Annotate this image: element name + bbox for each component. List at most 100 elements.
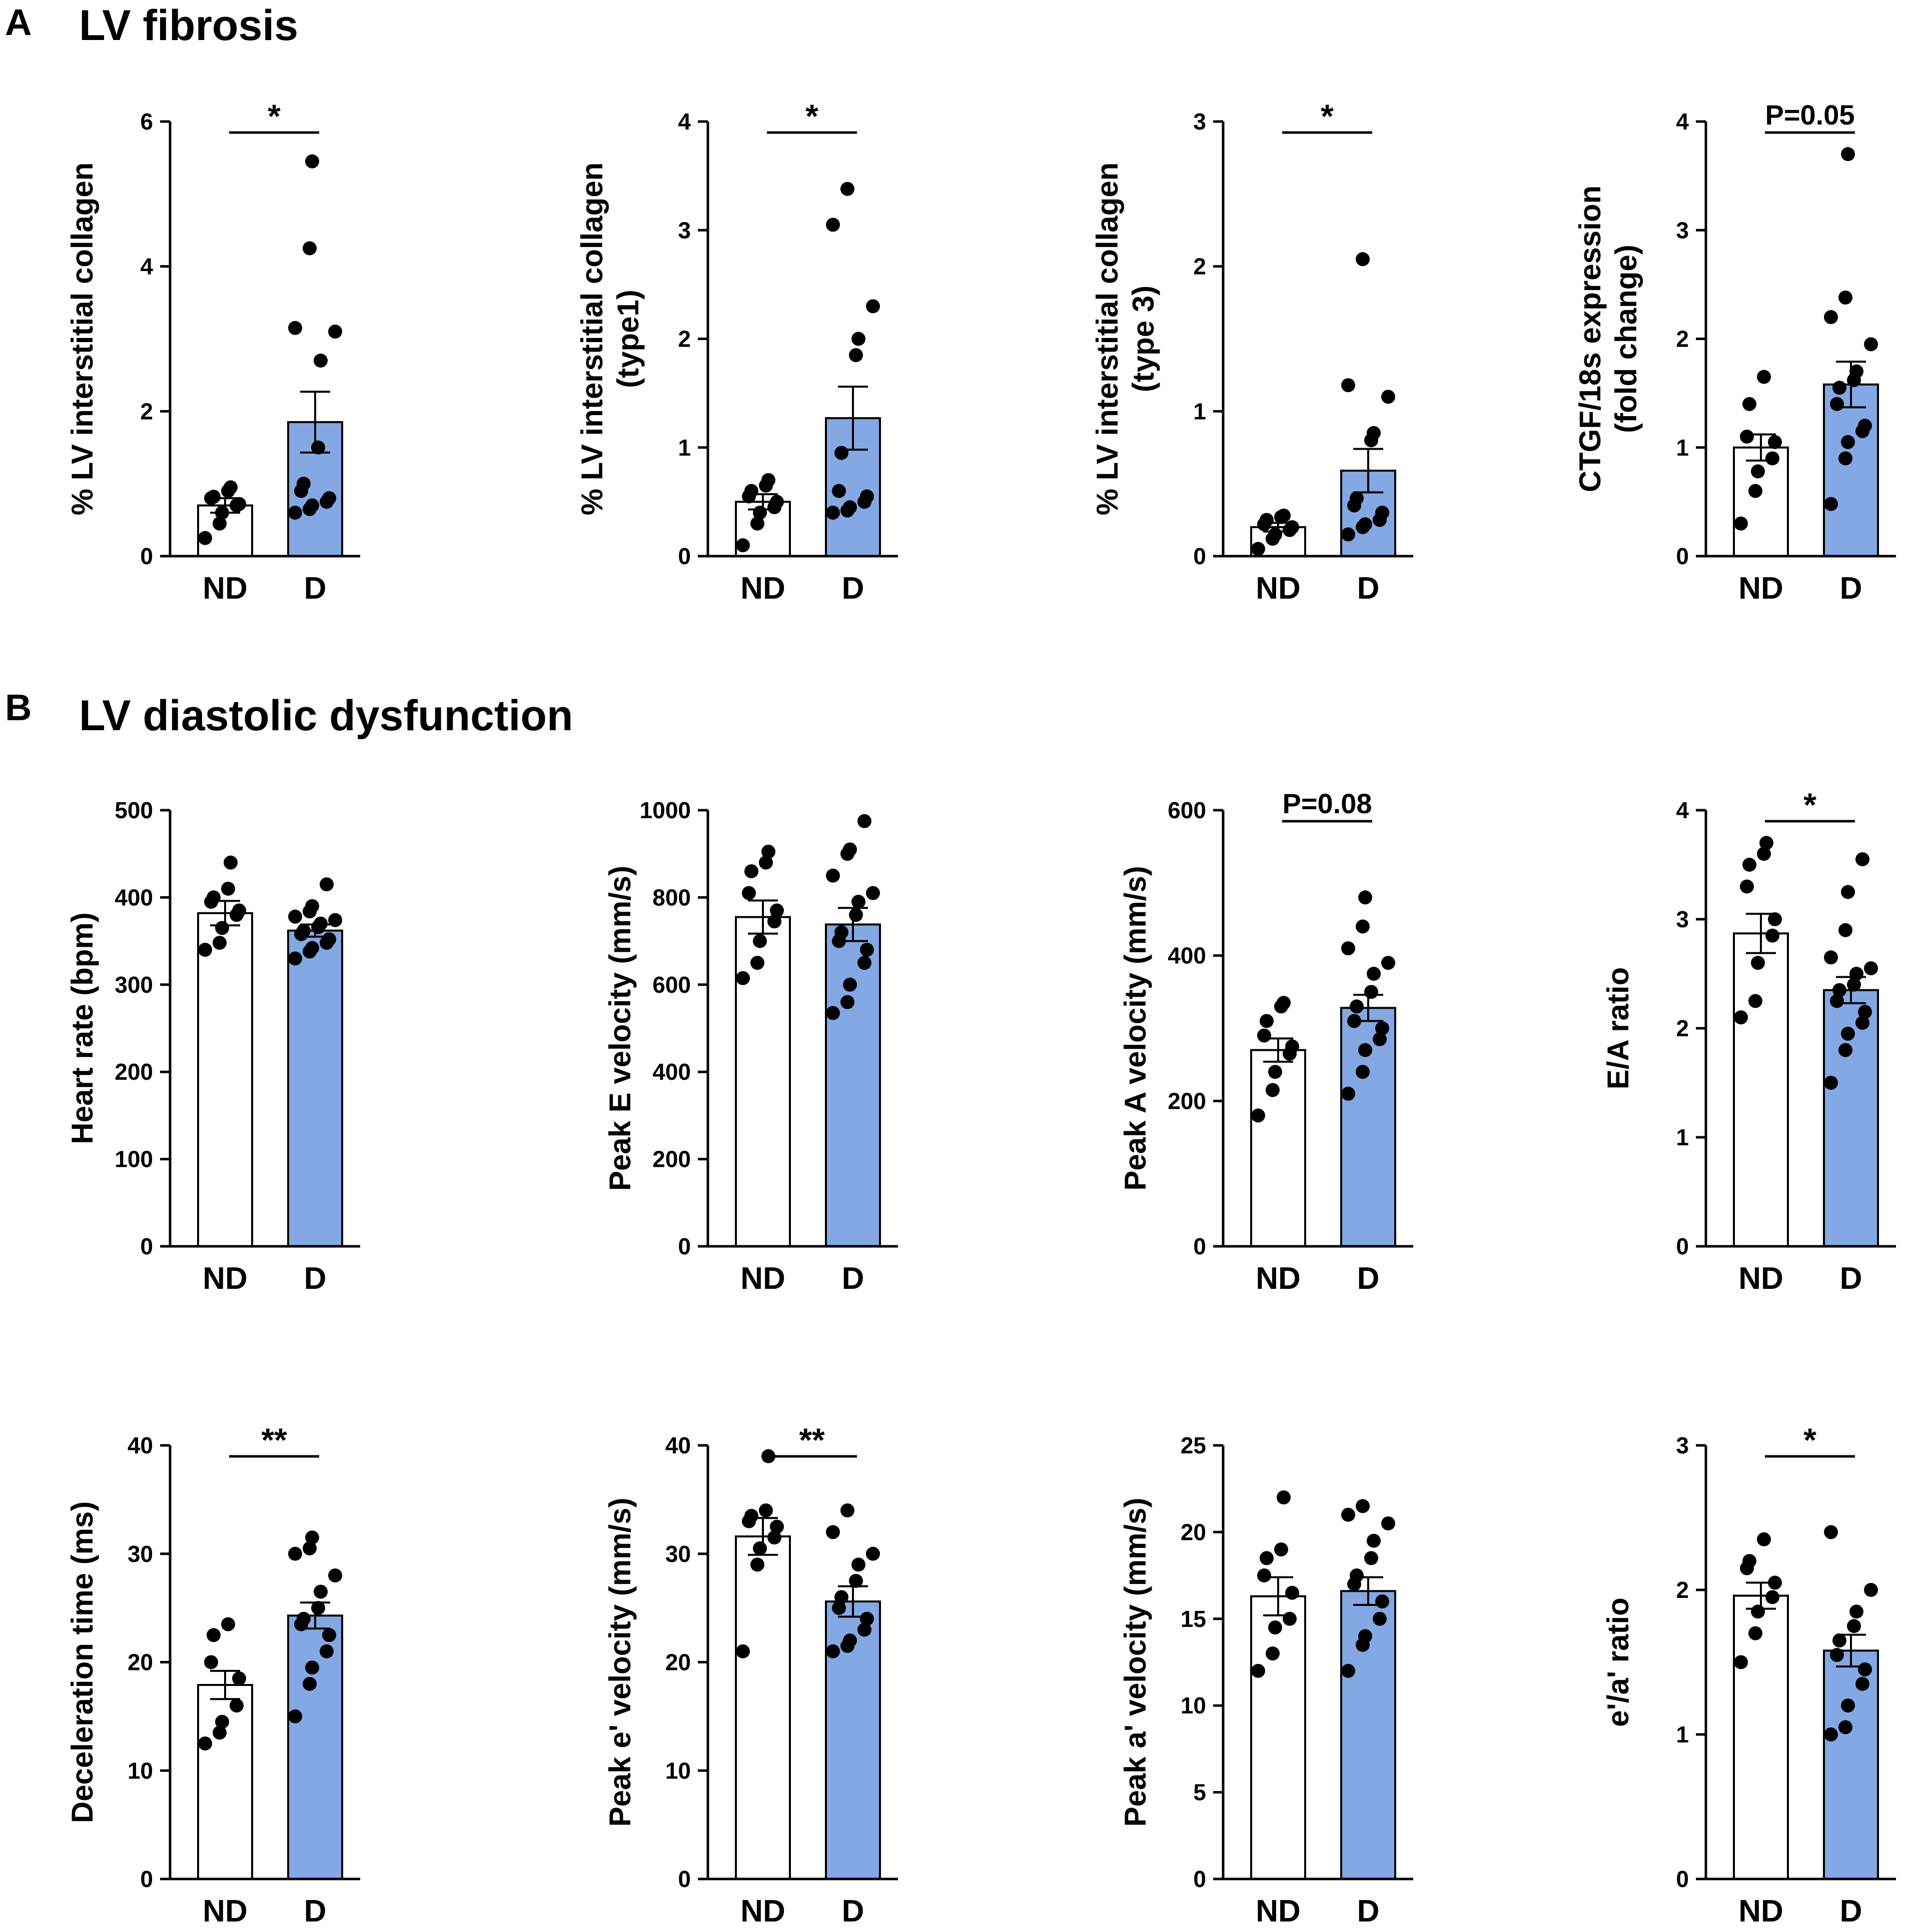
y-tick-label: 5	[1193, 1779, 1206, 1805]
data-point-nd	[767, 1530, 781, 1545]
significance-label: *	[1803, 1421, 1816, 1458]
category-label-nd: ND	[1256, 1894, 1301, 1928]
data-point-d	[1838, 1720, 1852, 1734]
y-tick-label: 15	[1181, 1606, 1206, 1632]
data-point-nd	[1277, 996, 1291, 1010]
data-point-nd	[1268, 527, 1282, 542]
bar-d	[287, 1614, 343, 1880]
data-point-d	[1864, 961, 1878, 976]
data-point-nd	[1748, 1626, 1762, 1640]
data-point-d	[1841, 1698, 1855, 1713]
data-point-d	[1824, 950, 1838, 965]
data-point-nd	[750, 1557, 764, 1572]
data-point-d	[826, 506, 840, 520]
y-tick-label: 0	[1193, 1866, 1206, 1892]
category-label-d: D	[1357, 1261, 1380, 1296]
chart-aprime: 0 5 10 15 20 25 ND D Peak a' velocity (mm/s)	[1119, 1432, 1413, 1928]
data-point-nd	[1742, 858, 1756, 872]
data-point-d	[1358, 517, 1372, 532]
data-point-nd	[1759, 836, 1773, 850]
category-label-d: D	[842, 571, 864, 606]
data-point-nd	[753, 934, 767, 948]
category-label-d: D	[1840, 1894, 1862, 1928]
y-tick-label: 4	[678, 109, 691, 135]
data-point-nd	[1742, 397, 1756, 411]
data-point-nd	[1740, 879, 1754, 894]
bar-d	[287, 929, 343, 1247]
data-point-d	[834, 925, 848, 940]
chart-ctgf: 0 1 2 3 4 ND D CTGF/18s expression (fold change)…	[1573, 99, 1896, 606]
data-point-nd	[213, 1725, 227, 1740]
y-tick-label: 1	[1676, 1124, 1689, 1150]
y-axis-title: % LV interstitial collagen	[66, 163, 99, 516]
data-point-d	[866, 299, 880, 314]
panel-a-letter: A	[5, 2, 32, 43]
data-point-d	[303, 241, 317, 256]
data-point-d	[1341, 378, 1355, 393]
y-tick-label: 0	[1676, 1233, 1689, 1259]
category-label-nd: ND	[203, 1894, 248, 1928]
y-tick-label: 20	[1181, 1519, 1206, 1545]
data-point-d	[849, 1573, 863, 1588]
data-point-nd	[221, 1617, 235, 1631]
data-point-d	[1373, 1032, 1387, 1046]
chart-ratio: 0 1 2 3 ND De'/a' ratio *	[1601, 1421, 1896, 1928]
data-point-nd	[1748, 484, 1762, 498]
data-point-nd	[770, 495, 784, 509]
data-point-nd	[232, 497, 246, 511]
data-point-nd	[1266, 1083, 1280, 1097]
data-point-d	[1341, 1663, 1355, 1678]
data-point-d	[851, 895, 865, 909]
y-tick-label: 2	[1676, 326, 1689, 352]
data-point-nd	[198, 531, 212, 545]
data-point-d	[1849, 364, 1863, 379]
y-tick-label: 0	[1676, 543, 1689, 569]
data-point-d	[1824, 1525, 1838, 1539]
data-point-d	[320, 1644, 334, 1658]
data-point-d	[857, 956, 871, 970]
bar-nd	[735, 1535, 791, 1880]
chart-collagen3: 0 1 2 3 ND D % LV interstitial collagen (type 3…	[1091, 98, 1413, 606]
data-point-d	[832, 1601, 846, 1615]
data-point-nd	[1257, 1568, 1271, 1583]
data-point-d	[843, 500, 857, 515]
data-point-d	[1855, 1676, 1869, 1691]
y-tick-label: 1	[1676, 1721, 1689, 1747]
data-point-d	[288, 321, 302, 335]
data-point-nd	[1768, 912, 1782, 926]
y-axis-title: e'/a' ratio	[1601, 1597, 1635, 1727]
y-axis-title: % LV interstitial collagen	[575, 163, 609, 516]
data-point-d	[1350, 491, 1364, 506]
data-point-nd	[744, 864, 758, 879]
data-point-d	[322, 932, 336, 947]
chart-collagen: 0 2 4 6 ND D % LV interstitial collagen *	[66, 98, 360, 606]
data-point-d	[288, 1709, 302, 1723]
data-point-nd	[230, 1698, 244, 1713]
data-point-nd	[1757, 847, 1771, 861]
chart-eprime: 0 10 20 30 40 ND D Peak e' velocity (mm/s) **	[603, 1421, 898, 1928]
data-point-d	[1838, 923, 1852, 937]
y-axis-title: Peak a' velocity (mm/s)	[1119, 1498, 1152, 1827]
data-point-d	[843, 977, 857, 992]
y-tick-label: 10	[1181, 1692, 1206, 1718]
bar-nd	[1733, 446, 1789, 557]
data-point-nd	[759, 855, 773, 870]
y-tick-label: 4	[1676, 797, 1689, 823]
data-point-d	[840, 995, 854, 1009]
chart-peakA: 0 200 400 600 ND D Peak A velocity (mm/s) P=0.0…	[1119, 788, 1413, 1296]
y-tick-label: 0	[678, 1866, 691, 1892]
data-point-d	[1838, 290, 1852, 305]
data-point-d	[1841, 885, 1855, 899]
data-point-nd	[1277, 508, 1291, 523]
data-point-d	[1367, 1533, 1381, 1548]
data-point-d	[1373, 1611, 1387, 1626]
data-point-d	[826, 218, 840, 232]
data-point-nd	[759, 1503, 773, 1518]
category-label-d: D	[1357, 571, 1380, 606]
category-label-nd: ND	[740, 1894, 785, 1928]
data-point-d	[866, 1546, 880, 1561]
y-tick-label: 2	[140, 398, 153, 424]
data-point-d	[322, 1628, 336, 1642]
data-point-d	[860, 943, 874, 957]
data-point-nd	[1751, 1604, 1765, 1619]
